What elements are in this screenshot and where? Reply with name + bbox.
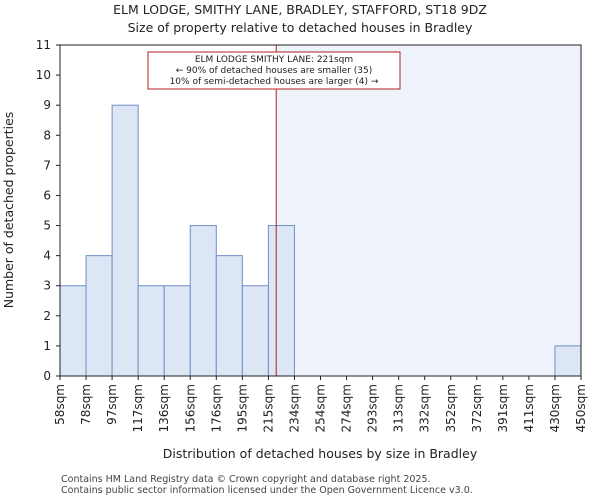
x-tick-label: 391sqm: [496, 384, 510, 432]
bar-117sqm: [137, 285, 165, 377]
y-tick-label: 10: [36, 68, 51, 82]
footer-line-2: Contains public sector information licen…: [61, 485, 473, 496]
y-tick-label: 6: [43, 188, 51, 202]
y-tick-label: 2: [43, 309, 51, 323]
x-tick-label: 176sqm: [209, 384, 223, 432]
x-tick-label: 117sqm: [131, 384, 145, 432]
y-tick-label: 4: [43, 249, 51, 263]
x-tick-label: 450sqm: [574, 384, 588, 432]
y-axis-label: Number of detached properties: [1, 112, 16, 309]
x-tick-label: 78sqm: [79, 384, 93, 425]
x-tick-label: 430sqm: [548, 384, 562, 432]
bar-215sqm: [267, 225, 295, 377]
y-tick-label: 11: [36, 38, 51, 52]
x-tick-label: 372sqm: [470, 384, 484, 432]
x-tick-label: 313sqm: [392, 384, 406, 432]
y-tick-label: 9: [43, 98, 51, 112]
x-tick-label: 293sqm: [366, 384, 380, 432]
x-tick-label: 234sqm: [287, 384, 301, 432]
x-tick-label: 352sqm: [444, 384, 458, 432]
bar-58sqm: [59, 285, 87, 377]
y-tick-label: 5: [43, 219, 51, 233]
y-tick-label: 8: [43, 128, 51, 142]
y-tick-label: 1: [43, 339, 51, 353]
x-tick-label: 274sqm: [340, 384, 354, 432]
footer-line-1: Contains HM Land Registry data © Crown c…: [61, 474, 431, 485]
x-tick-label: 215sqm: [261, 384, 275, 432]
x-tick-label: 136sqm: [157, 384, 171, 432]
larger-properties-shade: [276, 45, 581, 376]
bar-97sqm: [111, 104, 139, 377]
x-tick-label: 195sqm: [235, 384, 249, 432]
x-tick-label: 332sqm: [418, 384, 432, 432]
annotation-box: [147, 51, 401, 90]
bar-176sqm: [215, 255, 243, 377]
chart-title: ELM LODGE, SMITHY LANE, BRADLEY, STAFFOR…: [113, 2, 487, 17]
bar-430sqm: [554, 345, 582, 377]
annotation-line-3: 10% of semi-detached houses are larger (…: [170, 77, 379, 87]
y-tick-label: 0: [43, 369, 51, 383]
x-tick-label: 411sqm: [522, 384, 536, 432]
x-tick-label: 58sqm: [53, 384, 67, 425]
bar-195sqm: [241, 285, 269, 377]
bar-78sqm: [85, 255, 113, 377]
x-axis-label: Distribution of detached houses by size …: [163, 446, 478, 461]
chart-subtitle: Size of property relative to detached ho…: [128, 20, 473, 35]
x-tick-label: 97sqm: [105, 384, 119, 425]
bar-156sqm: [189, 225, 217, 377]
bar-136sqm: [163, 285, 191, 377]
annotation-line-2: ← 90% of detached houses are smaller (35…: [176, 66, 373, 76]
x-axis-ticks: 58sqm 78sqm 97sqm 117sqm 136sqm 156sqm 176sqm 1…: [53, 376, 588, 432]
y-tick-label: 3: [43, 279, 51, 293]
x-tick-label: 156sqm: [183, 384, 197, 432]
y-tick-label: 7: [43, 158, 51, 172]
x-tick-label: 254sqm: [314, 384, 328, 432]
y-axis-ticks: 0 1 2 3 4 5 6 7 8 9 10 11: [36, 38, 60, 383]
annotation-line-1: ELM LODGE SMITHY LANE: 221sqm: [195, 55, 353, 65]
bars-group: [59, 104, 582, 377]
property-annotation: ELM LODGE SMITHY LANE: 221sqm ← 90% of d…: [147, 51, 401, 90]
